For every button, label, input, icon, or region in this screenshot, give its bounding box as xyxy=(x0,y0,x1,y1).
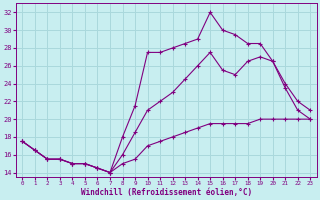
X-axis label: Windchill (Refroidissement éolien,°C): Windchill (Refroidissement éolien,°C) xyxy=(81,188,252,197)
